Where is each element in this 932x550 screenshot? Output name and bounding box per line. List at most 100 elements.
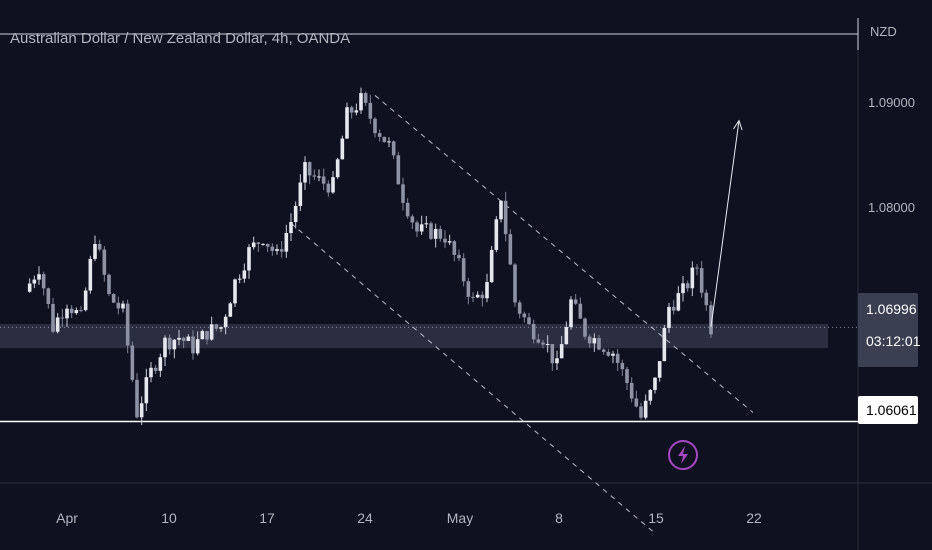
- candle-body: [606, 351, 611, 356]
- candle-body: [363, 93, 368, 103]
- candle-body: [452, 241, 457, 255]
- candle-body: [116, 302, 121, 309]
- candle-body: [172, 339, 177, 350]
- candle-body: [401, 184, 405, 203]
- candle-body: [261, 243, 265, 245]
- candle-body: [27, 283, 32, 292]
- candle-body: [545, 344, 550, 346]
- candle-body: [93, 243, 97, 259]
- candle-body: [499, 200, 503, 220]
- candle-body: [373, 118, 377, 134]
- candles: [27, 87, 713, 426]
- candle-body: [653, 377, 657, 390]
- x-tick-label: 22: [746, 510, 762, 526]
- candle-body: [550, 344, 555, 364]
- candle-body: [312, 175, 317, 177]
- candle-body: [620, 362, 625, 370]
- candle-body: [438, 228, 443, 239]
- candle-body: [555, 358, 559, 364]
- candle-body: [149, 367, 153, 378]
- candle-body: [536, 339, 541, 343]
- candle-body: [186, 336, 191, 341]
- x-tick-label: Apr: [56, 510, 78, 526]
- candle-body: [88, 258, 93, 291]
- x-tick-label: 24: [357, 510, 373, 526]
- x-tick-label: 17: [259, 510, 275, 526]
- candle-body: [46, 288, 51, 304]
- candle-body: [195, 339, 200, 354]
- chart-title: Australian Dollar / New Zealand Dollar, …: [10, 30, 351, 47]
- candle-body: [685, 283, 690, 289]
- candle-body: [275, 249, 279, 251]
- candle-body: [447, 241, 452, 243]
- candle-body: [270, 246, 275, 251]
- candle-body: [709, 305, 713, 335]
- candle-body: [671, 306, 676, 311]
- candle-body: [65, 308, 69, 319]
- candle-body: [615, 353, 620, 363]
- candle-body: [354, 110, 359, 113]
- candle-body: [79, 310, 83, 312]
- chart-grid: [0, 18, 932, 550]
- candle-body: [480, 294, 485, 299]
- candle-body: [144, 377, 149, 404]
- candle-body: [475, 294, 480, 298]
- candle-body: [601, 349, 606, 352]
- lightning-icon: [678, 446, 688, 464]
- candle-body: [466, 281, 471, 297]
- candle-body: [331, 177, 335, 193]
- candle-body: [214, 324, 219, 329]
- chart-lines: [0, 95, 858, 534]
- candle-body: [125, 303, 130, 346]
- candle-body: [55, 317, 60, 332]
- candle-body: [200, 331, 205, 340]
- candle-body: [205, 331, 209, 340]
- candle-body: [32, 279, 37, 284]
- candle-body: [83, 290, 88, 311]
- candle-body: [508, 234, 513, 265]
- candle-body: [429, 223, 433, 239]
- candle-body: [177, 337, 181, 340]
- candle-body: [559, 344, 564, 359]
- candle-body: [681, 283, 685, 294]
- y-tick-label: 1.08000: [868, 200, 915, 215]
- candle-body: [592, 338, 597, 344]
- candle-body: [69, 308, 74, 314]
- channel-upper-line: [374, 95, 754, 413]
- last-price-box: 1.06996 03:12:01: [858, 293, 921, 367]
- x-tick-label: 15: [648, 510, 664, 526]
- candle-body: [489, 249, 494, 283]
- candle-body: [102, 249, 107, 275]
- candle-body: [317, 176, 321, 178]
- candle-body: [629, 382, 634, 399]
- candle-body: [517, 302, 522, 314]
- candle-body: [237, 278, 242, 280]
- candle-body: [676, 293, 681, 311]
- candle-body: [60, 317, 65, 319]
- x-tick-label: 10: [161, 510, 177, 526]
- candle-body: [242, 270, 247, 279]
- candle-body: [461, 258, 466, 282]
- x-tick-label: 8: [555, 510, 563, 526]
- candle-body: [704, 292, 709, 306]
- candle-body: [564, 327, 569, 345]
- y-tick-label: 1.09000: [868, 95, 915, 110]
- candle-body: [130, 345, 135, 380]
- candle-body: [415, 222, 419, 232]
- candle-body: [345, 107, 349, 139]
- candle-body: [690, 267, 695, 289]
- candle-body: [163, 337, 167, 358]
- candle-body: [251, 242, 256, 248]
- candle-body: [359, 93, 363, 111]
- candle-body: [51, 303, 55, 332]
- candle-body: [387, 141, 391, 143]
- candle-body: [111, 293, 116, 303]
- candle-body: [531, 324, 536, 340]
- projection-arrow-line: [710, 120, 740, 328]
- candle-body: [368, 102, 373, 119]
- candle-body: [699, 268, 704, 293]
- overlays: [668, 119, 743, 470]
- candle-body: [541, 342, 545, 345]
- candle-body: [377, 133, 382, 137]
